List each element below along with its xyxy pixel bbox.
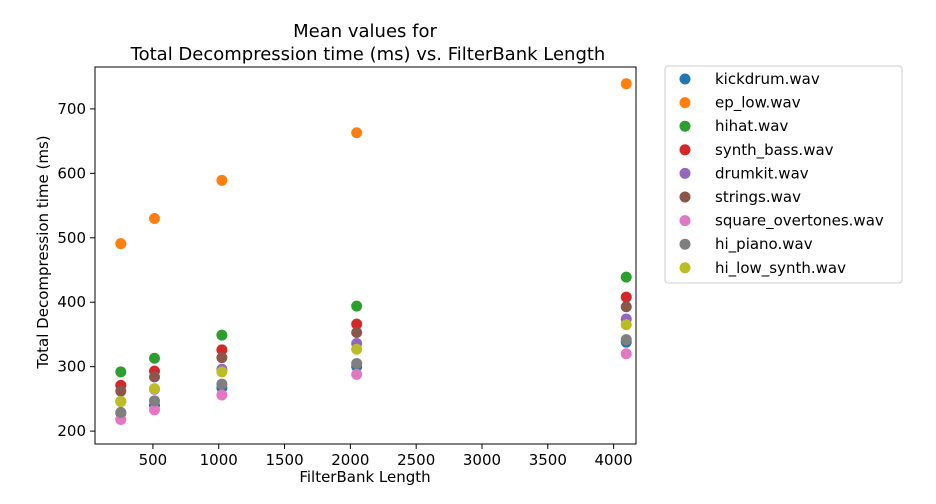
y-tick-label: 300 xyxy=(57,358,86,376)
data-point xyxy=(115,406,127,418)
legend-label: hihat.wav xyxy=(715,117,788,135)
x-tick-label: 1000 xyxy=(200,451,238,469)
data-point xyxy=(216,389,228,401)
legend: kickdrum.wav ep_low.wav hihat.wav synth_bas… xyxy=(664,65,903,284)
x-tick-label: 2500 xyxy=(397,451,435,469)
plot-area: 500 1000 1500 2000 2500 3000 3500 4000 200 300 400… xyxy=(57,66,637,469)
data-point xyxy=(115,395,127,407)
chart-title-line1: Mean values for xyxy=(293,21,437,42)
plot-frame xyxy=(94,66,637,445)
legend-marker xyxy=(679,167,691,179)
legend-marker xyxy=(679,262,691,274)
data-point xyxy=(620,334,632,346)
x-tick-label: 4000 xyxy=(595,451,633,469)
data-point xyxy=(216,366,228,378)
data-point xyxy=(148,371,160,383)
data-point xyxy=(351,127,363,139)
legend-marker xyxy=(679,144,691,156)
data-point xyxy=(216,344,228,356)
data-point xyxy=(351,318,363,330)
data-point xyxy=(216,378,228,390)
legend-label: drumkit.wav xyxy=(715,164,809,182)
legend-label: hi_piano.wav xyxy=(715,235,813,254)
data-point xyxy=(148,404,160,416)
x-tick-label: 500 xyxy=(139,451,168,469)
data-point xyxy=(115,238,127,250)
data-point xyxy=(216,329,228,341)
data-point xyxy=(351,300,363,312)
x-tick-label: 3000 xyxy=(463,451,501,469)
y-axis-label: Total Decompression time (ms) xyxy=(34,135,52,369)
data-point xyxy=(351,368,363,380)
data-point xyxy=(351,327,363,339)
x-tick-label: 1500 xyxy=(265,451,303,469)
legend-label: hi_low_synth.wav xyxy=(715,259,846,278)
data-point xyxy=(620,78,632,90)
x-axis-label: FilterBank Length xyxy=(299,468,430,486)
data-point xyxy=(148,352,160,364)
y-tick-label: 500 xyxy=(57,229,86,247)
legend-label: ep_low.wav xyxy=(715,94,801,113)
data-point xyxy=(620,348,632,360)
data-point xyxy=(216,174,228,186)
data-point xyxy=(620,291,632,303)
y-tick-label: 600 xyxy=(57,164,86,182)
data-point xyxy=(115,366,127,378)
data-point xyxy=(351,357,363,369)
legend-marker xyxy=(679,238,691,250)
data-point xyxy=(620,319,632,331)
legend-marker xyxy=(679,97,691,109)
data-point xyxy=(148,395,160,407)
x-tick-label: 2000 xyxy=(331,451,369,469)
data-point xyxy=(216,352,228,364)
x-tick-label: 3500 xyxy=(529,451,567,469)
data-point xyxy=(351,343,363,355)
y-tick-label: 700 xyxy=(57,100,86,118)
legend-label: square_overtones.wav xyxy=(715,212,884,231)
data-point xyxy=(115,385,127,397)
data-point xyxy=(148,212,160,224)
legend-box xyxy=(664,65,903,284)
legend-marker xyxy=(679,215,691,227)
data-point xyxy=(620,301,632,313)
legend-marker xyxy=(679,73,691,85)
y-tick-label: 400 xyxy=(57,293,86,311)
legend-marker xyxy=(679,191,691,203)
legend-label: kickdrum.wav xyxy=(715,70,820,88)
y-tick-label: 200 xyxy=(57,422,86,440)
legend-label: synth_bass.wav xyxy=(715,141,834,160)
chart-title-line2: Total Decompression time (ms) vs. Filter… xyxy=(130,44,606,65)
data-point xyxy=(148,383,160,395)
legend-label: strings.wav xyxy=(715,188,801,206)
data-point xyxy=(620,271,632,283)
legend-marker xyxy=(679,120,691,132)
